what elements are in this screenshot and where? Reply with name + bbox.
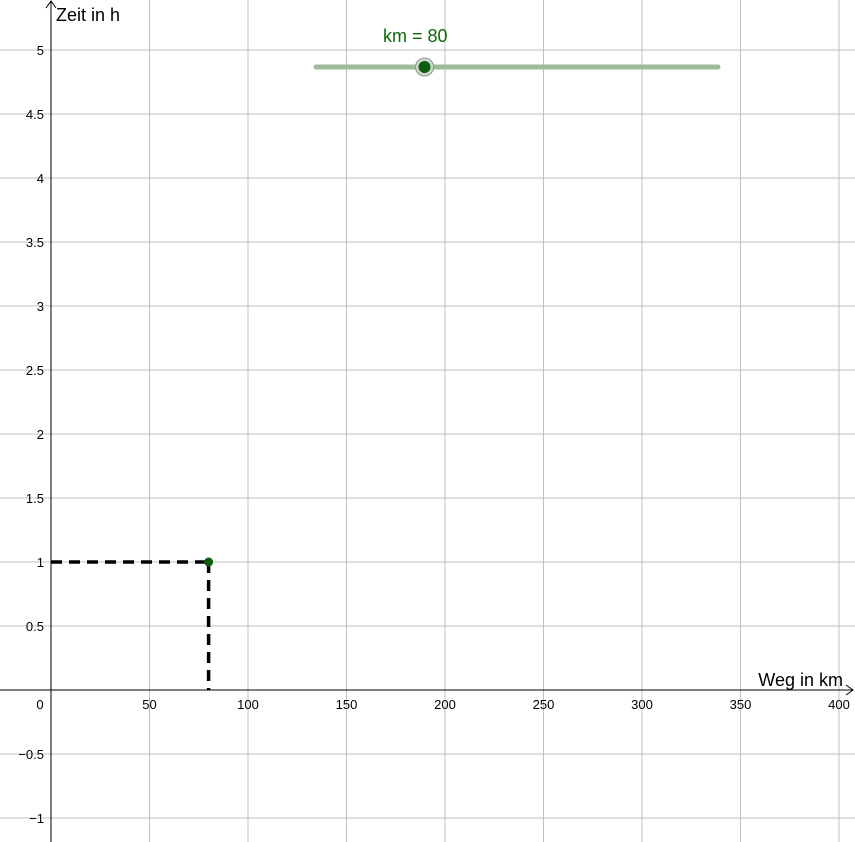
- y-tick-label: 3: [37, 299, 44, 314]
- y-tick-label: 4: [37, 171, 44, 186]
- slider-knob[interactable]: [418, 61, 431, 73]
- y-axis-arrow-icon: [45, 0, 57, 9]
- y-tick-label: 5: [37, 43, 44, 58]
- x-tick-label: 350: [730, 697, 752, 712]
- y-tick-label: −0.5: [18, 747, 44, 762]
- y-tick-label: 4.5: [26, 107, 44, 122]
- x-tick-label: 300: [631, 697, 653, 712]
- dashed-guides: [51, 560, 211, 690]
- y-axis-label: Zeit in h: [56, 5, 120, 25]
- y-tick-label: 3.5: [26, 235, 44, 250]
- y-tick-label: 2.5: [26, 363, 44, 378]
- x-tick-label: 50: [142, 697, 156, 712]
- x-tick-label: 100: [237, 697, 259, 712]
- x-axis-arrow-icon: [845, 684, 854, 696]
- data-point[interactable]: [204, 557, 214, 567]
- x-tick-label: 150: [336, 697, 358, 712]
- y-tick-label: −1: [29, 811, 44, 826]
- x-tick-label: 250: [533, 697, 555, 712]
- x-tick-label: 0: [36, 697, 43, 712]
- x-tick-label: 400: [828, 697, 850, 712]
- y-tick-label: 2: [37, 427, 44, 442]
- y-tick-label: 1.5: [26, 491, 44, 506]
- x-tick-label: 200: [434, 697, 456, 712]
- tick-labels: 0 50 100 150 200 250 300 350 400 −1 −0.5 0.5 1 1.5 2 2.…: [18, 43, 850, 826]
- x-axis-label: Weg in km: [758, 670, 843, 690]
- y-tick-label: 1: [37, 555, 44, 570]
- km-slider[interactable]: km = 80: [313, 26, 721, 77]
- slider-label: km = 80: [383, 26, 448, 46]
- y-tick-label: 0.5: [26, 619, 44, 634]
- points: [204, 557, 214, 567]
